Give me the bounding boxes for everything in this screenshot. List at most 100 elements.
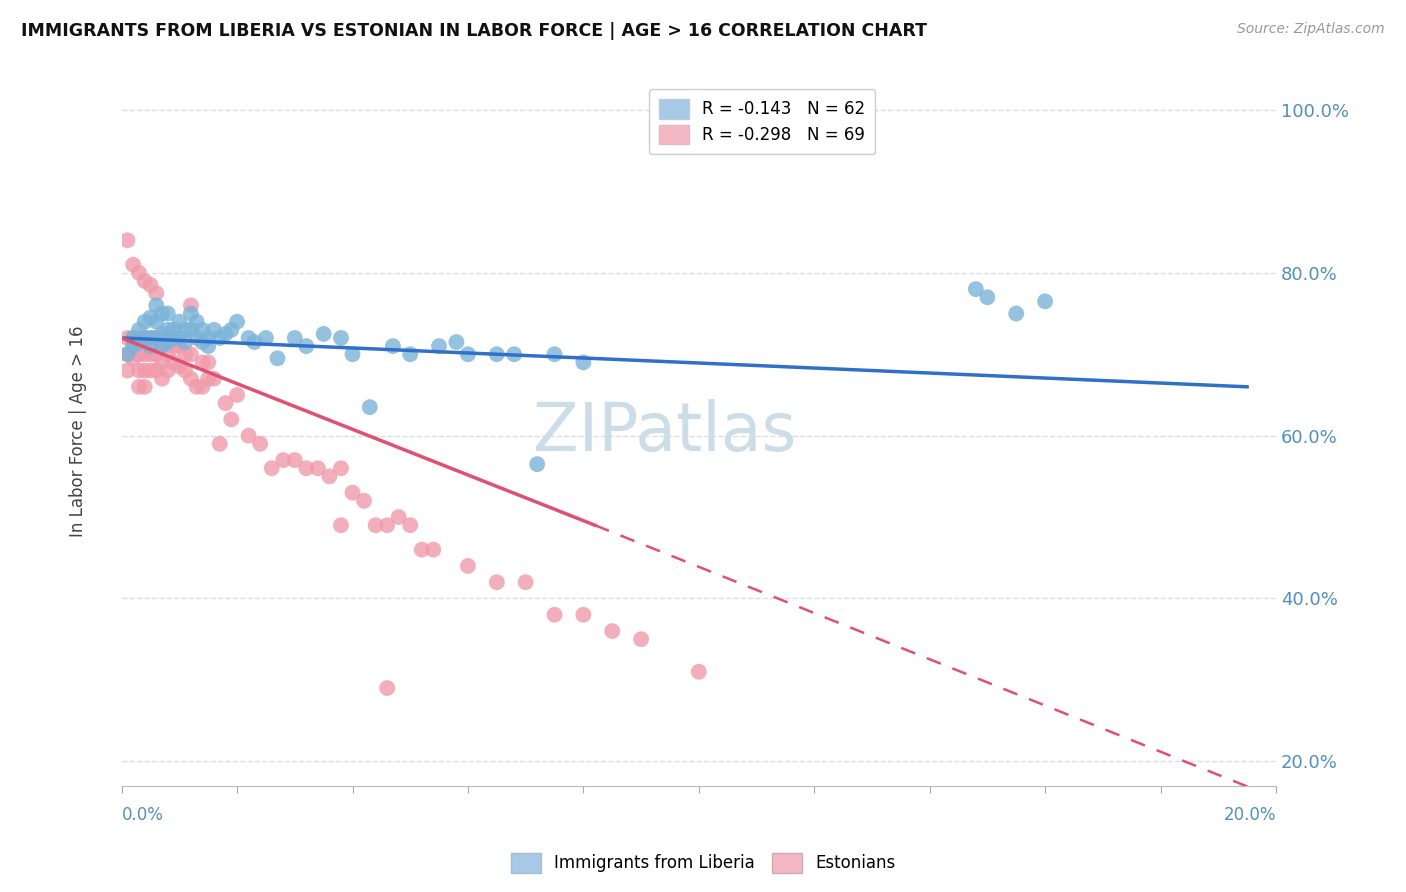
- Point: [388, 510, 411, 524]
- Point: [191, 334, 214, 349]
- Point: [169, 339, 191, 353]
- Point: [145, 286, 167, 301]
- Point: [139, 310, 162, 325]
- Point: [238, 331, 260, 345]
- Point: [543, 607, 565, 622]
- Point: [156, 307, 179, 321]
- Point: [249, 437, 271, 451]
- Point: [243, 334, 266, 349]
- Point: [485, 347, 508, 361]
- Point: [117, 347, 139, 361]
- Point: [191, 323, 214, 337]
- Point: [271, 453, 294, 467]
- Point: [260, 461, 283, 475]
- Point: [191, 380, 214, 394]
- Point: [139, 339, 162, 353]
- Point: [145, 298, 167, 312]
- Point: [122, 339, 145, 353]
- Point: [446, 334, 468, 349]
- Point: [128, 363, 150, 377]
- Point: [197, 331, 219, 345]
- Point: [526, 457, 548, 471]
- Point: [156, 363, 179, 377]
- Point: [353, 493, 375, 508]
- Point: [128, 331, 150, 345]
- Point: [399, 347, 422, 361]
- Text: 20.0%: 20.0%: [1223, 806, 1277, 824]
- Point: [186, 315, 208, 329]
- Point: [238, 428, 260, 442]
- Point: [214, 326, 236, 341]
- Point: [503, 347, 526, 361]
- Point: [411, 542, 433, 557]
- Point: [965, 282, 987, 296]
- Point: [342, 485, 364, 500]
- Point: [150, 355, 173, 369]
- Point: [254, 331, 277, 345]
- Text: In Labor Force | Age > 16: In Labor Force | Age > 16: [69, 326, 87, 537]
- Point: [312, 326, 335, 341]
- Point: [208, 437, 231, 451]
- Point: [221, 323, 243, 337]
- Point: [134, 363, 156, 377]
- Point: [375, 518, 398, 533]
- Point: [139, 363, 162, 377]
- Legend: Immigrants from Liberia, Estonians: Immigrants from Liberia, Estonians: [505, 847, 901, 880]
- Text: ZIPatlas: ZIPatlas: [533, 399, 796, 465]
- Point: [117, 331, 139, 345]
- Point: [307, 461, 329, 475]
- Point: [318, 469, 340, 483]
- Point: [139, 347, 162, 361]
- Point: [180, 323, 202, 337]
- Point: [399, 518, 422, 533]
- Point: [186, 380, 208, 394]
- Point: [174, 347, 197, 361]
- Point: [572, 355, 595, 369]
- Point: [156, 323, 179, 337]
- Point: [139, 331, 162, 345]
- Point: [422, 542, 444, 557]
- Point: [174, 334, 197, 349]
- Point: [330, 331, 353, 345]
- Point: [180, 307, 202, 321]
- Point: [186, 331, 208, 345]
- Point: [197, 355, 219, 369]
- Point: [174, 323, 197, 337]
- Point: [162, 339, 184, 353]
- Point: [600, 624, 623, 638]
- Point: [128, 323, 150, 337]
- Point: [381, 339, 404, 353]
- Point: [197, 372, 219, 386]
- Point: [169, 315, 191, 329]
- Point: [162, 355, 184, 369]
- Point: [145, 347, 167, 361]
- Point: [150, 307, 173, 321]
- Point: [134, 331, 156, 345]
- Point: [128, 347, 150, 361]
- Point: [364, 518, 387, 533]
- Point: [295, 339, 318, 353]
- Point: [688, 665, 710, 679]
- Point: [202, 323, 225, 337]
- Point: [180, 298, 202, 312]
- Point: [284, 331, 307, 345]
- Point: [162, 331, 184, 345]
- Point: [145, 331, 167, 345]
- Point: [156, 334, 179, 349]
- Point: [226, 315, 249, 329]
- Point: [128, 380, 150, 394]
- Point: [169, 359, 191, 374]
- Point: [139, 331, 162, 345]
- Point: [156, 331, 179, 345]
- Point: [330, 518, 353, 533]
- Point: [202, 372, 225, 386]
- Point: [128, 334, 150, 349]
- Point: [180, 372, 202, 386]
- Point: [122, 331, 145, 345]
- Point: [117, 363, 139, 377]
- Point: [630, 632, 652, 647]
- Point: [330, 461, 353, 475]
- Point: [457, 558, 479, 573]
- Point: [122, 258, 145, 272]
- Point: [145, 315, 167, 329]
